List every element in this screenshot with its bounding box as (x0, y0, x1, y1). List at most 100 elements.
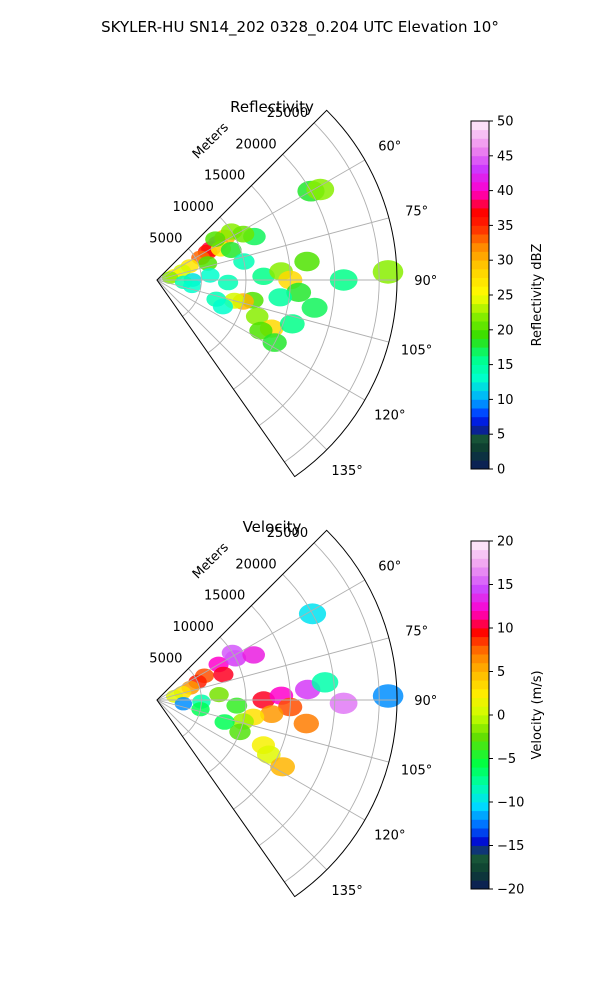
colorbar-tick-label: 35 (497, 219, 514, 234)
colorbar-band (471, 715, 489, 725)
data-cell (270, 757, 295, 777)
colorbar-label: Velocity (m/s) (530, 670, 545, 759)
data-cell (212, 298, 233, 315)
colorbar-tick-label: 30 (497, 254, 514, 269)
colorbar-band (471, 355, 489, 365)
range-ring (182, 248, 202, 317)
colorbar-band (471, 303, 489, 313)
data-cell (294, 251, 320, 272)
colorbar-band (471, 732, 489, 742)
colorbar-band (471, 138, 489, 148)
colorbar-tick-label: −5 (497, 752, 516, 767)
colorbar-band (471, 610, 489, 620)
azimuth-tick-label: 105° (401, 344, 432, 359)
range-tick-label: 20000 (235, 137, 276, 152)
colorbar-band (471, 723, 489, 733)
colorbar-tick-label: 20 (497, 535, 514, 550)
range-tick-label: 5000 (149, 652, 182, 667)
colorbar-tick-label: 15 (497, 358, 514, 373)
azimuth-gridline (156, 579, 366, 701)
data-cell (279, 314, 305, 334)
data-cell (213, 666, 234, 683)
colorbar-band (471, 601, 489, 611)
colorbar-band (471, 155, 489, 165)
data-cell (293, 713, 319, 734)
colorbar-tick-label: 0 (497, 709, 505, 724)
azimuth-tick-label: 75° (405, 624, 428, 639)
azimuth-tick-label: 75° (405, 204, 428, 219)
colorbar-band (471, 697, 489, 707)
range-axis-label: Meters (190, 120, 232, 162)
colorbar-tick-label: 10 (497, 393, 514, 408)
colorbar-band (471, 584, 489, 594)
colorbar-band (471, 749, 489, 759)
colorbar-band (471, 460, 489, 470)
data-cell (220, 242, 242, 258)
colorbar-band (471, 190, 489, 200)
colorbar-band (471, 558, 489, 568)
colorbar-band (471, 147, 489, 157)
colorbar-tick-label: −15 (497, 839, 524, 854)
colorbar-band (471, 234, 489, 244)
colorbar-band (471, 671, 489, 681)
colorbar-band (471, 784, 489, 794)
data-cell (260, 705, 284, 723)
colorbar-band (471, 208, 489, 218)
azimuth-tick-label: 120° (374, 828, 405, 843)
colorbar-tick-label: 50 (497, 115, 514, 130)
colorbar-band (471, 567, 489, 577)
colorbar-band (471, 260, 489, 270)
colorbar-band (471, 654, 489, 664)
colorbar-tick-label: 20 (497, 323, 514, 338)
range-tick-label: 10000 (173, 200, 214, 215)
data-cell (226, 697, 248, 714)
data-cell (372, 684, 404, 708)
data-cell (329, 692, 358, 714)
data-cell (205, 231, 226, 247)
colorbar-band (471, 645, 489, 655)
range-ring (207, 216, 247, 354)
colorbar-band (471, 862, 489, 872)
azimuth-gridline (156, 279, 389, 343)
range-ring (207, 636, 247, 774)
panel-title: Reflectivity (230, 98, 314, 116)
data-cell (232, 225, 255, 243)
colorbar-band (471, 741, 489, 751)
azimuth-tick-label: 60° (378, 140, 401, 155)
colorbar-band (471, 251, 489, 261)
colorbar-band (471, 541, 489, 551)
colorbar-band (471, 173, 489, 183)
colorbar-tick-label: 10 (497, 622, 514, 637)
range-tick-label: 25000 (267, 106, 308, 121)
colorbar-tick-label: 15 (497, 578, 514, 593)
colorbar-band (471, 758, 489, 768)
colorbar-tick-label: 5 (497, 428, 505, 443)
colorbar-band (471, 442, 489, 452)
colorbar-band (471, 845, 489, 855)
colorbar-band (471, 854, 489, 864)
azimuth-gridline (156, 699, 366, 821)
colorbar-band (471, 810, 489, 820)
colorbar-band (471, 382, 489, 392)
data-cell (249, 321, 273, 340)
colorbar-band (471, 619, 489, 629)
colorbar-band (471, 164, 489, 174)
colorbar-band (471, 662, 489, 672)
data-cell (209, 687, 229, 703)
colorbar-band (471, 286, 489, 296)
range-ring (284, 122, 380, 463)
colorbar-band (471, 312, 489, 322)
range-ring (258, 573, 336, 846)
data-cell (268, 288, 293, 307)
data-cell (214, 714, 235, 730)
colorbar: 0 5 10 15 20 25 30 35 40 45 50 Reflectivity dBZ (470, 115, 545, 478)
colorbar-band (471, 549, 489, 559)
colorbar-band (471, 129, 489, 139)
colorbar-tick-label: 5 (497, 665, 505, 680)
colorbar-band (471, 295, 489, 305)
azimuth-gridline (156, 699, 389, 763)
range-ring (233, 185, 291, 390)
colorbar-band (471, 329, 489, 339)
range-tick-label: 5000 (149, 232, 182, 247)
